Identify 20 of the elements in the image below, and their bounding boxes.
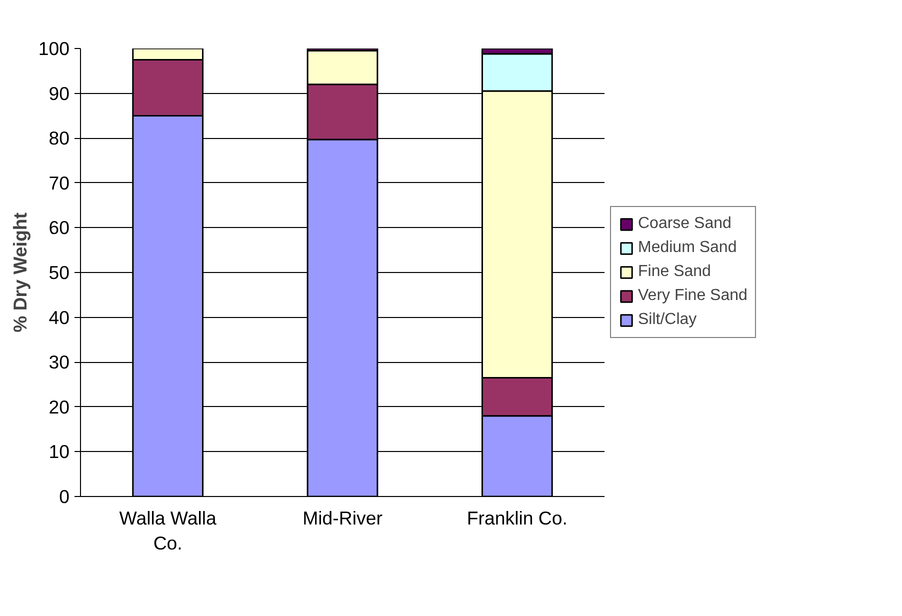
y-tick-label: 80 [48,128,70,149]
legend-label: Medium Sand [638,239,737,257]
y-tick-label: 40 [48,306,70,328]
legend-label: Coarse Sand [638,215,732,233]
y-axis-title: % Dry Weight [9,212,30,332]
legend-label: Very Fine Sand [638,287,748,305]
x-tick-label: Franklin Co. [466,508,568,528]
y-tick-label: 90 [48,82,70,104]
y-tick-label: 20 [48,396,70,418]
legend-label: Silt/Clay [638,311,697,329]
y-tick-label: 10 [48,441,70,462]
legend-label: Fine Sand [638,263,711,281]
x-tick-label: Walla Walla Co. [119,508,218,554]
y-tick-label: 100 [38,38,70,59]
x-tick-label: Mid-River [302,508,382,528]
y-tick-label: 70 [48,172,70,194]
y-tick-label: 0 [59,486,70,507]
y-tick-label: 60 [48,217,70,238]
y-tick-label: 30 [48,352,70,373]
y-tick-label: 50 [48,262,70,283]
